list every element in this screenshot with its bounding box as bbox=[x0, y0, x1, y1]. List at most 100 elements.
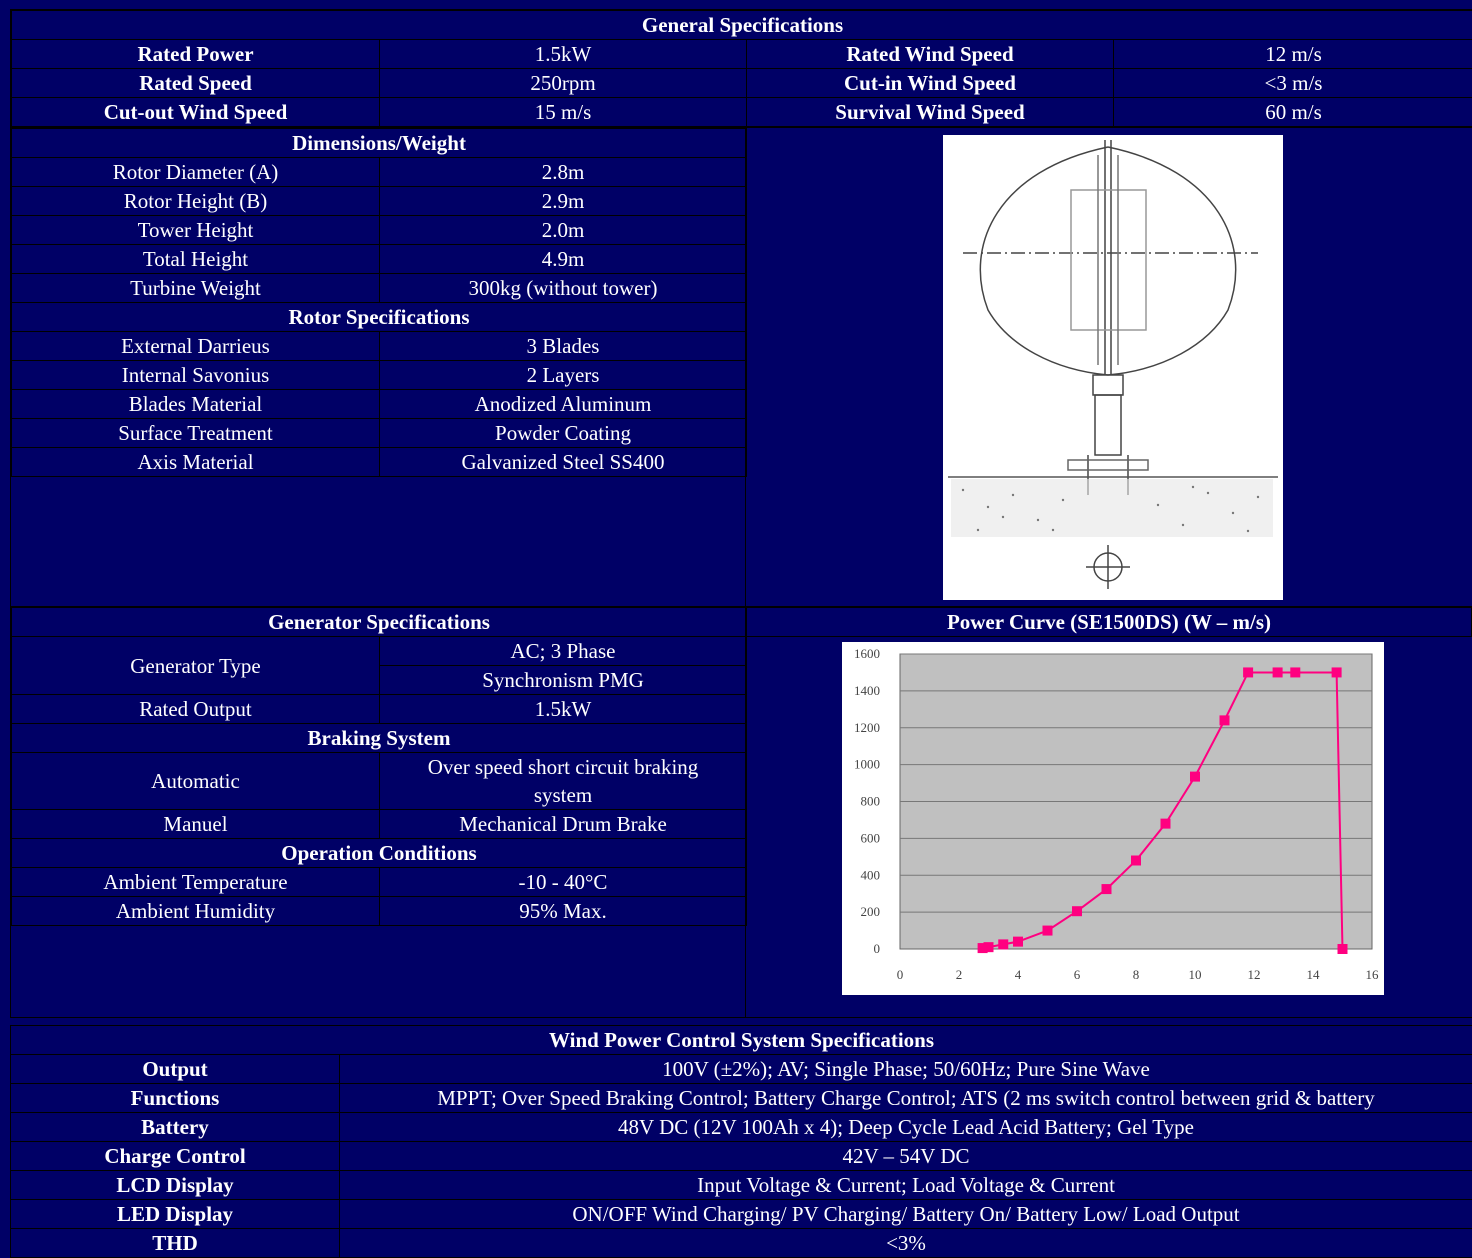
spec-value: 2.0m bbox=[380, 216, 747, 245]
spec-value: Over speed short circuit braking system bbox=[380, 753, 747, 810]
table-row: Manuel Mechanical Drum Brake bbox=[12, 810, 747, 839]
spec-label: Tower Height bbox=[12, 216, 380, 245]
spec-label: Output bbox=[11, 1055, 340, 1084]
spec-label: Rated Output bbox=[12, 695, 380, 724]
data-point bbox=[1102, 884, 1112, 894]
spec-value: 3 Blades bbox=[380, 332, 747, 361]
x-tick-label: 4 bbox=[1015, 967, 1022, 982]
spec-value: Input Voltage & Current; Load Voltage & … bbox=[340, 1171, 1472, 1200]
spec-label: Rated Wind Speed bbox=[747, 40, 1114, 69]
spec-value: 1.5kW bbox=[380, 40, 747, 69]
spec-value: Galvanized Steel SS400 bbox=[380, 448, 747, 477]
y-tick-label: 600 bbox=[861, 830, 881, 845]
wind-turbine-drawing-svg bbox=[943, 135, 1283, 600]
data-point bbox=[998, 939, 1008, 949]
y-tick-label: 1600 bbox=[854, 646, 880, 661]
data-point bbox=[1190, 772, 1200, 782]
table-row: Generator Type AC; 3 Phase bbox=[12, 637, 747, 666]
spec-value: Synchronism PMG bbox=[380, 666, 747, 695]
spec-label: Ambient Humidity bbox=[12, 897, 380, 926]
spec-value: 250rpm bbox=[380, 69, 747, 98]
spec-value: ON/OFF Wind Charging/ PV Charging/ Batte… bbox=[340, 1200, 1472, 1229]
spec-value: 2.9m bbox=[380, 187, 747, 216]
spec-label: Cut-in Wind Speed bbox=[747, 69, 1114, 98]
table-row: Rated Power 1.5kW Rated Wind Speed 12 m/… bbox=[12, 40, 1472, 69]
spec-label: Cut-out Wind Speed bbox=[12, 98, 380, 127]
spec-value: MPPT; Over Speed Braking Control; Batter… bbox=[340, 1084, 1472, 1113]
spec-label: Blades Material bbox=[12, 390, 380, 419]
spec-value: 60 m/s bbox=[1114, 98, 1472, 127]
spec-value: AC; 3 Phase bbox=[380, 637, 747, 666]
y-tick-label: 1400 bbox=[854, 683, 880, 698]
control-system-title: Wind Power Control System Specifications bbox=[11, 1026, 1472, 1055]
spec-label: Functions bbox=[11, 1084, 340, 1113]
spec-value: -10 - 40°C bbox=[380, 868, 747, 897]
data-point bbox=[1243, 667, 1253, 677]
dimensions-title: Dimensions/Weight bbox=[12, 129, 747, 158]
spec-label: Rotor Height (B) bbox=[12, 187, 380, 216]
spec-label: Generator Type bbox=[12, 637, 380, 695]
data-point bbox=[1273, 667, 1283, 677]
generator-title: Generator Specifications bbox=[12, 608, 747, 637]
y-tick-label: 200 bbox=[861, 904, 881, 919]
spec-label: Internal Savonius bbox=[12, 361, 380, 390]
braking-title: Braking System bbox=[12, 724, 747, 753]
data-point bbox=[1290, 667, 1300, 677]
spec-label: Manuel bbox=[12, 810, 380, 839]
x-tick-label: 16 bbox=[1366, 967, 1380, 982]
table-row: Cut-out Wind Speed 15 m/s Survival Wind … bbox=[12, 98, 1472, 127]
rotor-title: Rotor Specifications bbox=[12, 303, 747, 332]
table-row: Ambient Humidity 95% Max. bbox=[12, 897, 747, 926]
spec-sheet-main: General Specifications Rated Power 1.5kW… bbox=[10, 9, 1472, 1018]
dimensions-rotor-section: Dimensions/Weight Rotor Diameter (A)2.8m… bbox=[11, 128, 746, 607]
x-tick-label: 14 bbox=[1307, 967, 1321, 982]
general-specifications-title: General Specifications bbox=[12, 11, 1472, 40]
spec-label: Rated Power bbox=[12, 40, 380, 69]
y-tick-label: 800 bbox=[861, 794, 881, 809]
spec-value: Powder Coating bbox=[380, 419, 747, 448]
spec-value: 48V DC (12V 100Ah x 4); Deep Cycle Lead … bbox=[340, 1113, 1472, 1142]
spec-value: 15 m/s bbox=[380, 98, 747, 127]
data-point bbox=[1072, 906, 1082, 916]
table-row: THD<3% bbox=[11, 1229, 1472, 1258]
data-point bbox=[1338, 944, 1348, 954]
dimensions-table: Dimensions/Weight Rotor Diameter (A)2.8m… bbox=[11, 128, 747, 477]
spec-value: 12 m/s bbox=[1114, 40, 1472, 69]
x-tick-label: 2 bbox=[956, 967, 963, 982]
x-tick-label: 6 bbox=[1074, 967, 1081, 982]
data-point bbox=[1043, 926, 1053, 936]
spec-value: 300kg (without tower) bbox=[380, 274, 747, 303]
y-tick-label: 0 bbox=[874, 941, 881, 956]
spec-value: 4.9m bbox=[380, 245, 747, 274]
x-tick-label: 0 bbox=[897, 967, 904, 982]
spec-label: Charge Control bbox=[11, 1142, 340, 1171]
control-system-table: Wind Power Control System Specifications… bbox=[10, 1025, 1472, 1258]
data-point bbox=[1332, 667, 1342, 677]
x-tick-label: 12 bbox=[1248, 967, 1261, 982]
spec-label: Turbine Weight bbox=[12, 274, 380, 303]
y-tick-label: 1200 bbox=[854, 720, 880, 735]
x-tick-label: 10 bbox=[1189, 967, 1202, 982]
spec-value: <3 m/s bbox=[1114, 69, 1472, 98]
general-specifications-table: General Specifications Rated Power 1.5kW… bbox=[11, 10, 1472, 127]
spec-value: 1.5kW bbox=[380, 695, 747, 724]
spec-label: Rotor Diameter (A) bbox=[12, 158, 380, 187]
spec-label: Surface Treatment bbox=[12, 419, 380, 448]
spec-value: Anodized Aluminum bbox=[380, 390, 747, 419]
table-row: Automatic Over speed short circuit braki… bbox=[12, 753, 747, 810]
wind-turbine-drawing bbox=[943, 135, 1283, 600]
spec-label: Survival Wind Speed bbox=[747, 98, 1114, 127]
y-tick-label: 400 bbox=[861, 867, 881, 882]
